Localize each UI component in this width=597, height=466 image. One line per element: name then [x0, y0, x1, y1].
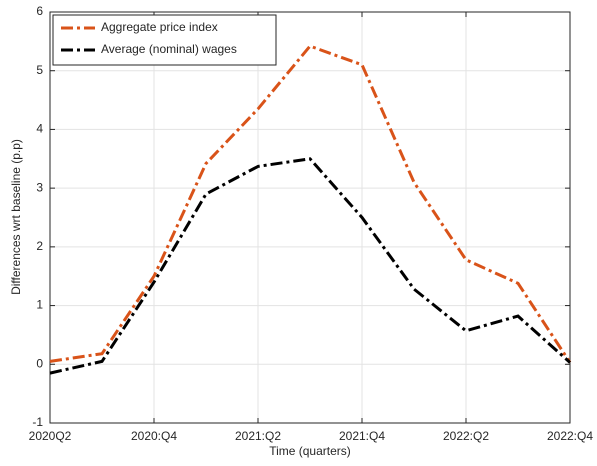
x-tick-label: 2022:Q2 [443, 429, 489, 443]
x-tick-label: 2022:Q4 [547, 429, 593, 443]
y-tick-label: 1 [36, 298, 43, 312]
plot-frame [49, 11, 571, 424]
y-tick-label: 3 [36, 180, 43, 194]
legend-box [52, 14, 277, 66]
y-tick-label: 6 [36, 4, 43, 18]
y-tick-label: -1 [32, 415, 43, 429]
y-tick-label: 5 [36, 63, 43, 77]
y-tick-label: 4 [36, 122, 43, 136]
x-tick-label: 2021:Q4 [339, 429, 385, 443]
x-tick-label: 2020Q2 [29, 429, 72, 443]
data-line [49, 44, 572, 364]
x-tick-label: 2021:Q2 [235, 429, 281, 443]
legend-label: Aggregate price index [101, 20, 218, 34]
y-tick-label: 2 [36, 239, 43, 253]
x-axis-label: Time (quarters) [269, 444, 351, 458]
y-tick-label: 0 [36, 356, 43, 370]
data-line [49, 157, 571, 375]
legend-label: Average (nominal) wages [101, 42, 237, 56]
x-tick-label: 2020:Q4 [131, 429, 177, 443]
y-axis-label: Differences wrt baseline (p.p) [9, 139, 23, 295]
